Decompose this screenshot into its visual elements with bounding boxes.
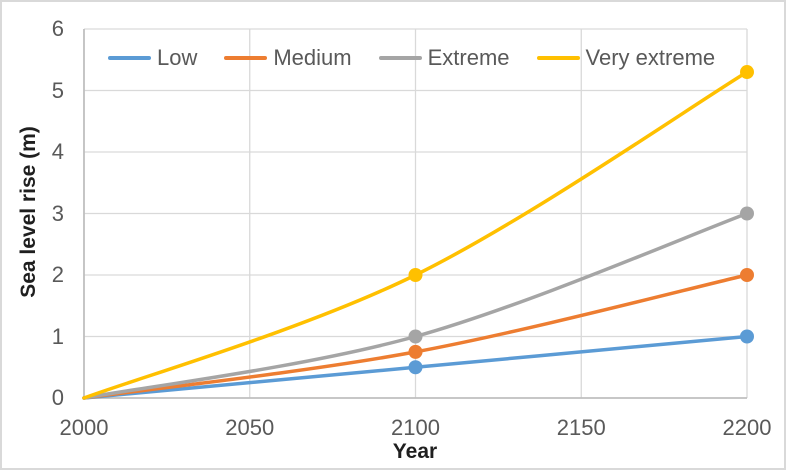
legend-item-low: Low bbox=[108, 45, 197, 71]
legend-label: Very extreme bbox=[585, 45, 716, 70]
y-axis-tick-label: 2 bbox=[51, 262, 64, 287]
x-axis-tick-label: 2000 bbox=[59, 415, 109, 440]
y-axis-tick-label: 0 bbox=[51, 385, 64, 410]
y-axis-tick-label: 3 bbox=[51, 200, 64, 226]
data-point-extreme bbox=[408, 329, 423, 344]
x-axis-tick-label: 2100 bbox=[391, 415, 440, 440]
legend-item-extreme: Extreme bbox=[378, 45, 510, 71]
y-axis-tick-label: 4 bbox=[51, 139, 64, 164]
legend-label: Low bbox=[157, 45, 198, 70]
legend-label: Extreme bbox=[427, 45, 510, 70]
y-axis-tick-label: 1 bbox=[51, 323, 64, 349]
x-axis-tick-label: 2150 bbox=[556, 415, 606, 440]
data-point-low bbox=[740, 329, 754, 344]
x-axis-tick-label: 2200 bbox=[722, 415, 772, 440]
legend-label: Medium bbox=[273, 45, 352, 70]
y-axis-tick-label: 5 bbox=[51, 77, 64, 103]
legend-line-swatch-icon bbox=[536, 56, 580, 60]
data-point-medium bbox=[740, 268, 754, 282]
legend-line-swatch-icon bbox=[378, 56, 422, 60]
legend-item-very-extreme: Very extreme bbox=[536, 45, 716, 71]
x-axis-tick-label: 2050 bbox=[225, 415, 275, 440]
y-axis-tick-label: 6 bbox=[51, 16, 64, 41]
legend-item-medium: Medium bbox=[224, 45, 352, 71]
data-point-very-extreme bbox=[408, 268, 423, 282]
data-point-medium bbox=[408, 344, 423, 359]
legend: Low Medium Extreme Very extreme bbox=[108, 45, 715, 71]
data-point-low bbox=[408, 360, 423, 375]
legend-line-swatch-icon bbox=[224, 56, 268, 60]
data-point-extreme bbox=[740, 206, 754, 221]
legend-line-swatch-icon bbox=[108, 56, 151, 60]
data-point-very-extreme bbox=[740, 65, 754, 80]
x-axis-title: Year bbox=[392, 440, 438, 463]
